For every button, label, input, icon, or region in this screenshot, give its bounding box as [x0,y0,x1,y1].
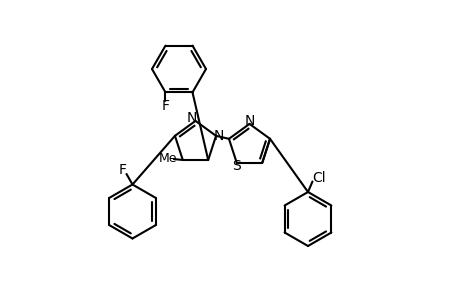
Text: N: N [186,112,196,125]
Text: N: N [213,129,224,143]
Text: N: N [244,114,255,128]
Text: F: F [118,163,126,177]
Text: Cl: Cl [312,171,325,184]
Text: S: S [231,159,240,173]
Text: Me: Me [159,152,177,165]
Text: F: F [161,99,169,113]
